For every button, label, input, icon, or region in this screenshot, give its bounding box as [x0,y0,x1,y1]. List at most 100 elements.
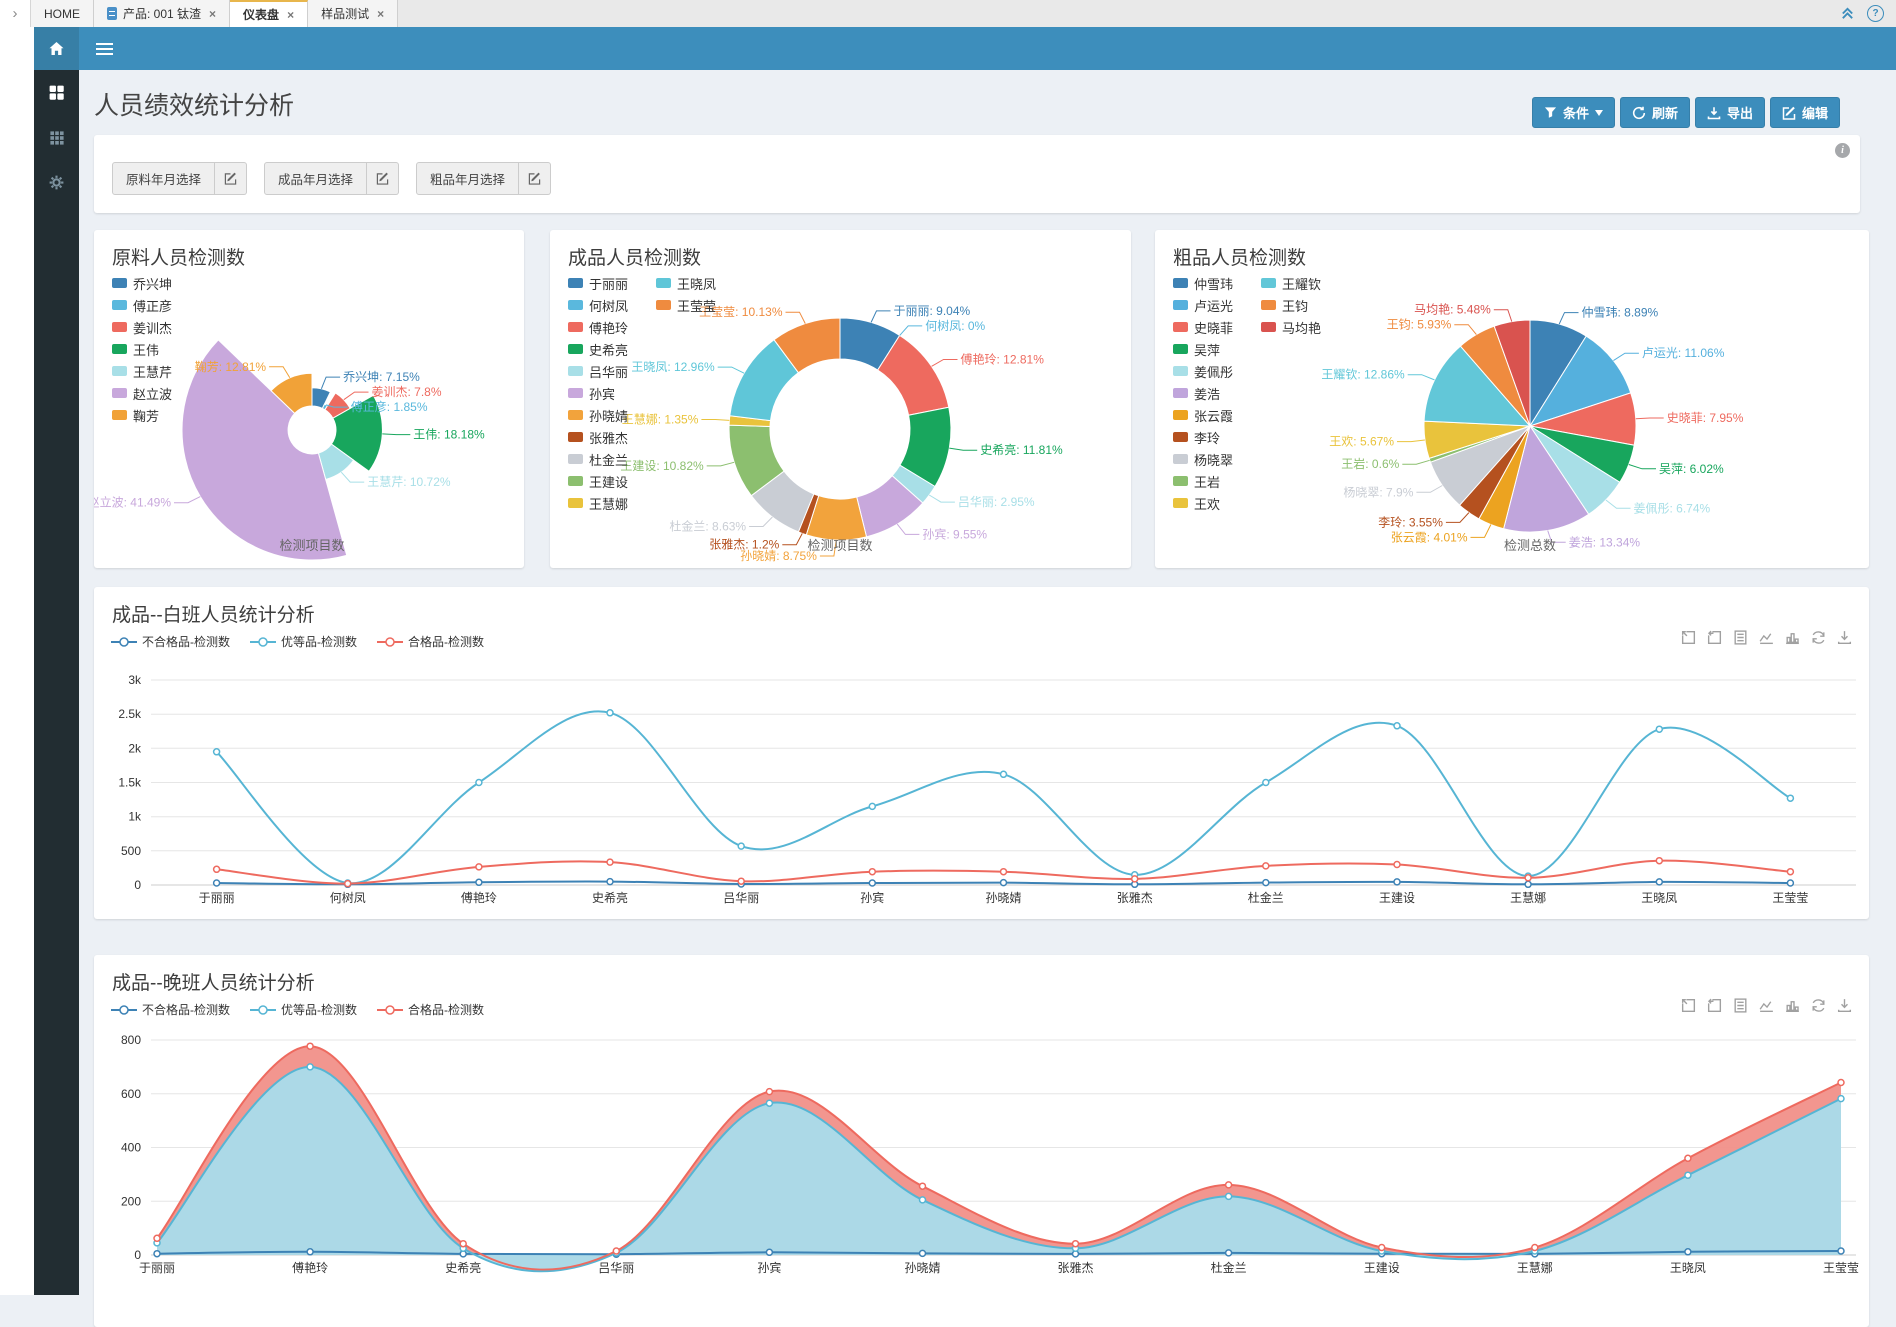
data-point-marker[interactable] [475,863,483,871]
pie-slice[interactable] [773,317,841,374]
data-point-marker[interactable] [1262,862,1270,870]
data-point-marker[interactable] [1224,1249,1233,1257]
legend-item[interactable]: 史晓菲 [1173,318,1233,336]
data-point-marker[interactable] [1837,1078,1845,1087]
data-point-marker[interactable] [1655,725,1664,733]
data-point-marker[interactable] [343,879,352,888]
data-point-marker[interactable] [1524,874,1532,882]
data-point-marker[interactable] [212,879,221,887]
legend-item[interactable]: 王岩 [1173,472,1220,490]
data-point-marker[interactable] [1786,867,1795,876]
pie-slice[interactable] [181,339,348,561]
data-point-marker[interactable] [1393,860,1401,869]
data-point-marker[interactable] [606,709,614,717]
data-point-marker[interactable] [606,877,614,886]
data-point-marker[interactable] [918,1249,927,1258]
legend-item[interactable]: 杜金兰 [568,450,628,468]
data-point-marker[interactable] [306,1042,314,1050]
area-chart-canvas[interactable]: 0 200 400 600 800 于丽丽 傅艳玲 史希亮 吕华丽 孙宾 孙晓婧 张雅杰 杜金兰 王建设 王… [94,955,1869,1327]
home-button[interactable] [34,27,79,70]
pie-slice[interactable] [270,372,313,415]
restore-icon[interactable] [1810,629,1827,646]
data-point-marker[interactable] [306,1063,314,1071]
data-point-marker[interactable] [1262,778,1270,787]
data-point-marker[interactable] [1393,722,1401,730]
save-image-icon[interactable] [1836,997,1853,1014]
data-point-marker[interactable] [1655,878,1664,886]
line-type-icon[interactable] [1758,629,1775,646]
zoom-icon[interactable] [1680,629,1697,646]
restore-icon[interactable] [1810,997,1827,1014]
data-point-marker[interactable] [765,1248,774,1257]
tab-home[interactable]: HOME [31,0,94,27]
close-icon[interactable]: × [287,7,295,22]
legend-item[interactable]: 王钧 [1261,296,1308,314]
legend-item[interactable]: 鞠芳 [112,406,159,424]
data-point-marker[interactable] [1655,856,1664,865]
zoom-revert-icon[interactable] [1706,629,1723,646]
data-point-marker[interactable] [475,778,483,787]
legend-item[interactable]: 王晓凤 [656,274,716,292]
legend-item[interactable]: 孙晓婧 [568,406,628,424]
close-icon[interactable]: × [209,6,217,21]
legend-item[interactable]: 傅艳玲 [568,318,628,336]
edit-button[interactable]: 编辑 [1769,97,1840,128]
data-point-marker[interactable] [1224,1181,1233,1189]
data-point-marker[interactable] [606,858,614,866]
pie-slice[interactable] [1493,319,1531,427]
legend-item[interactable]: 于丽丽 [568,274,628,292]
tab-product[interactable]: 产品: 001 钛渣 × [94,0,231,27]
data-view-icon[interactable] [1732,629,1749,646]
data-point-marker[interactable] [999,770,1008,779]
save-image-icon[interactable] [1836,629,1853,646]
data-point-marker[interactable] [212,865,221,874]
legend-item[interactable]: 不合格品-检测数 [111,1001,230,1018]
data-point-marker[interactable] [1684,1171,1692,1179]
line-chart-canvas[interactable]: 0 500 1k 1.5k 2k 2.5k 3k 于丽丽 何树凤 傅艳玲 史希亮 吕华丽 孙宾 孙晓婧 张雅… [94,587,1869,919]
export-button[interactable]: 导出 [1694,97,1765,128]
legend-item[interactable]: 李玲 [1173,428,1220,446]
data-point-marker[interactable] [737,842,745,850]
refresh-button[interactable]: 刷新 [1619,97,1690,128]
tab-dashboard[interactable]: 仪表盘 × [230,0,309,27]
legend-item[interactable]: 赵立波 [112,384,172,402]
data-point-marker[interactable] [868,802,877,811]
legend-item[interactable]: 孙宾 [568,384,615,402]
zoom-icon[interactable] [1680,997,1697,1014]
data-point-marker[interactable] [1837,1247,1845,1255]
data-point-marker[interactable] [868,867,877,876]
data-point-marker[interactable] [1262,878,1270,887]
legend-item[interactable]: 姜浩 [1173,384,1220,402]
data-point-marker[interactable] [765,1099,774,1107]
help-icon[interactable]: ? [1867,5,1884,22]
legend-item[interactable]: 何树凤 [568,296,628,314]
collapse-up-icon[interactable] [1840,6,1855,21]
legend-item[interactable]: 姜训杰 [112,318,172,336]
donut-chart-canvas[interactable]: 于丽丽: 9.04%何树凤: 0% 傅艳玲: 12.81% 史希亮: 11.81% 吕… [550,230,1131,568]
legend-item[interactable]: 杨晓翠 [1173,450,1233,468]
legend-item[interactable]: 吴萍 [1173,340,1220,358]
pie-slice[interactable] [330,394,383,472]
legend-item[interactable]: 仲雪玮 [1173,274,1233,292]
data-point-marker[interactable] [1377,1243,1386,1252]
legend-item[interactable]: 合格品-检测数 [377,1001,484,1018]
data-point-marker[interactable] [999,878,1008,887]
legend-item[interactable]: 张雅杰 [568,428,628,446]
conditions-button[interactable]: 条件 [1531,97,1615,128]
data-point-marker[interactable] [1393,878,1401,886]
finished-month-edit-button[interactable] [367,162,400,195]
raw-month-edit-button[interactable] [215,162,248,195]
legend-item[interactable]: 傅正彦 [112,296,172,314]
sidebar-item-settings[interactable] [34,160,79,205]
legend-item[interactable]: 姜佩彤 [1173,362,1233,380]
data-point-marker[interactable] [1786,794,1795,802]
legend-item[interactable]: 王欢 [1173,494,1220,512]
data-point-marker[interactable] [153,1249,161,1258]
hamburger-menu-icon[interactable] [96,42,113,55]
data-point-marker[interactable] [1224,1192,1233,1201]
crude-month-edit-button[interactable] [519,162,552,195]
data-point-marker[interactable] [918,1196,927,1204]
data-point-marker[interactable] [1071,1239,1080,1248]
legend-item[interactable]: 优等品-检测数 [250,1001,357,1018]
data-point-marker[interactable] [868,879,877,887]
